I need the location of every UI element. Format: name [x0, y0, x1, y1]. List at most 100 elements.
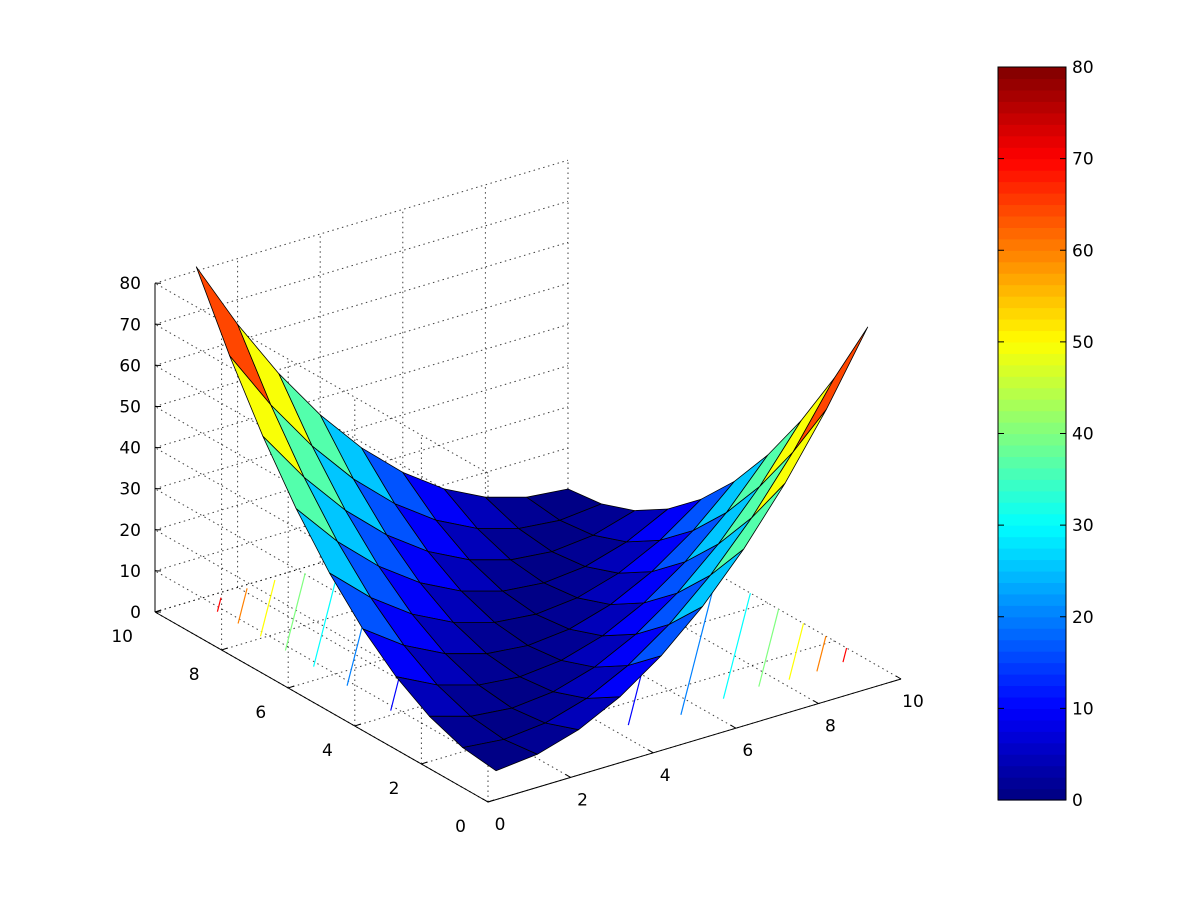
colorbar-segment	[998, 513, 1066, 526]
colorbar-segment	[998, 719, 1066, 732]
colorbar-segment	[998, 250, 1066, 263]
y-tick	[221, 647, 228, 651]
z-tick-label: 60	[119, 356, 141, 376]
colorbar-segment	[998, 754, 1066, 767]
colorbar-segment	[998, 651, 1066, 664]
x-tick-label: 6	[742, 741, 753, 761]
colorbar-tick-label: 0	[1072, 791, 1083, 811]
grid-line	[154, 283, 569, 407]
colorbar-tick-label: 60	[1072, 241, 1094, 261]
x-tick	[730, 724, 737, 729]
colorbar-segment	[998, 353, 1066, 366]
colorbar-segment	[998, 318, 1066, 332]
colorbar-segment	[998, 112, 1066, 125]
contour-line	[722, 592, 751, 699]
grid-line	[154, 365, 569, 490]
x-tick	[647, 749, 654, 754]
z-tick-label: 80	[119, 274, 141, 294]
y-tick	[354, 723, 361, 727]
colorbar-segment	[998, 765, 1066, 778]
colorbar-segment	[998, 399, 1066, 412]
z-tick-label: 50	[119, 398, 141, 418]
colorbar-segment	[998, 364, 1066, 377]
colorbar-segment	[998, 433, 1066, 446]
y-tick	[154, 609, 162, 613]
z-tick-label: 30	[119, 480, 141, 500]
colorbar-segment	[998, 479, 1066, 492]
y-tick-label: 4	[322, 741, 333, 761]
y-tick-label: 10	[111, 627, 133, 647]
x-tick	[565, 773, 571, 778]
colorbar-segment	[998, 536, 1066, 549]
colorbar-segment	[998, 273, 1066, 286]
colorbar-segment	[998, 307, 1066, 320]
colorbar-segment	[998, 296, 1066, 309]
grid-line	[154, 200, 569, 325]
colorbar-segment	[998, 376, 1066, 389]
contour-line	[842, 647, 848, 663]
colorbar-segment	[998, 215, 1066, 228]
grid-line	[154, 159, 569, 284]
colorbar-segment	[998, 330, 1066, 343]
colorbar-segment	[998, 284, 1066, 297]
colorbar-tick-label: 40	[1072, 425, 1094, 445]
colorbar-segment	[998, 788, 1066, 801]
colorbar-segment	[998, 467, 1066, 480]
y-axis-line	[154, 611, 489, 803]
colorbar-segment	[998, 158, 1066, 171]
colorbar-segment	[998, 456, 1066, 469]
colorbar-segment	[998, 238, 1066, 251]
contour-line	[284, 572, 306, 651]
axes: 0 10 20 30 40 50 60 70 80 0 2 4 6 8 10 0 2 4 6 8 10	[111, 274, 923, 837]
y-tick-label: 2	[389, 779, 400, 799]
colorbar-segment	[998, 341, 1066, 354]
colorbar-tick-label: 10	[1072, 699, 1094, 719]
z-tick-label: 40	[119, 439, 141, 459]
contour-line	[788, 623, 805, 680]
colorbar-segment	[998, 490, 1066, 503]
contour-line	[816, 636, 827, 672]
colorbar-segment	[998, 731, 1066, 744]
grid-line	[154, 324, 569, 449]
colorbar-segment	[998, 67, 1066, 80]
colorbar-segment	[998, 742, 1066, 755]
colorbar-segment	[998, 135, 1066, 148]
colorbar-segment	[998, 192, 1066, 206]
x-tick-label: 10	[902, 692, 924, 712]
colorbar-segment	[998, 181, 1066, 194]
surface-face	[759, 377, 835, 487]
colorbar-segment	[998, 570, 1066, 583]
surface-plot	[195, 266, 869, 772]
colorbar-segment	[998, 89, 1066, 102]
y-tick	[288, 685, 295, 689]
colorbar-tick-label: 70	[1072, 150, 1094, 170]
x-axis-line	[487, 678, 902, 803]
colorbar-segment	[998, 628, 1066, 641]
x-tick	[813, 700, 819, 705]
colorbar-segment	[998, 422, 1066, 435]
colorbar-segment	[998, 204, 1066, 217]
x-tick	[482, 798, 489, 803]
colorbar-segment	[998, 124, 1066, 137]
z-tick-label: 0	[130, 603, 141, 623]
colorbar-tick-label: 20	[1072, 608, 1094, 628]
colorbar-tick-label: 30	[1072, 516, 1094, 536]
colorbar-segment	[998, 548, 1066, 561]
z-tick-label: 70	[119, 315, 141, 335]
y-tick-label: 8	[189, 665, 200, 685]
colorbar-segment	[998, 101, 1066, 114]
grid-line	[154, 241, 569, 366]
x-tick	[895, 675, 902, 680]
colorbar-segment	[998, 559, 1066, 572]
y-tick-label: 6	[255, 703, 266, 723]
contour-line	[758, 609, 780, 687]
x-tick-label: 4	[660, 766, 671, 786]
colorbar-segment	[998, 777, 1066, 790]
colorbar-segment	[998, 616, 1066, 629]
colorbar-segment	[998, 78, 1066, 91]
colorbar-segment	[998, 674, 1066, 687]
surface-face	[792, 326, 869, 453]
colorbar-segment	[998, 662, 1066, 675]
x-tick-label: 8	[825, 717, 836, 737]
